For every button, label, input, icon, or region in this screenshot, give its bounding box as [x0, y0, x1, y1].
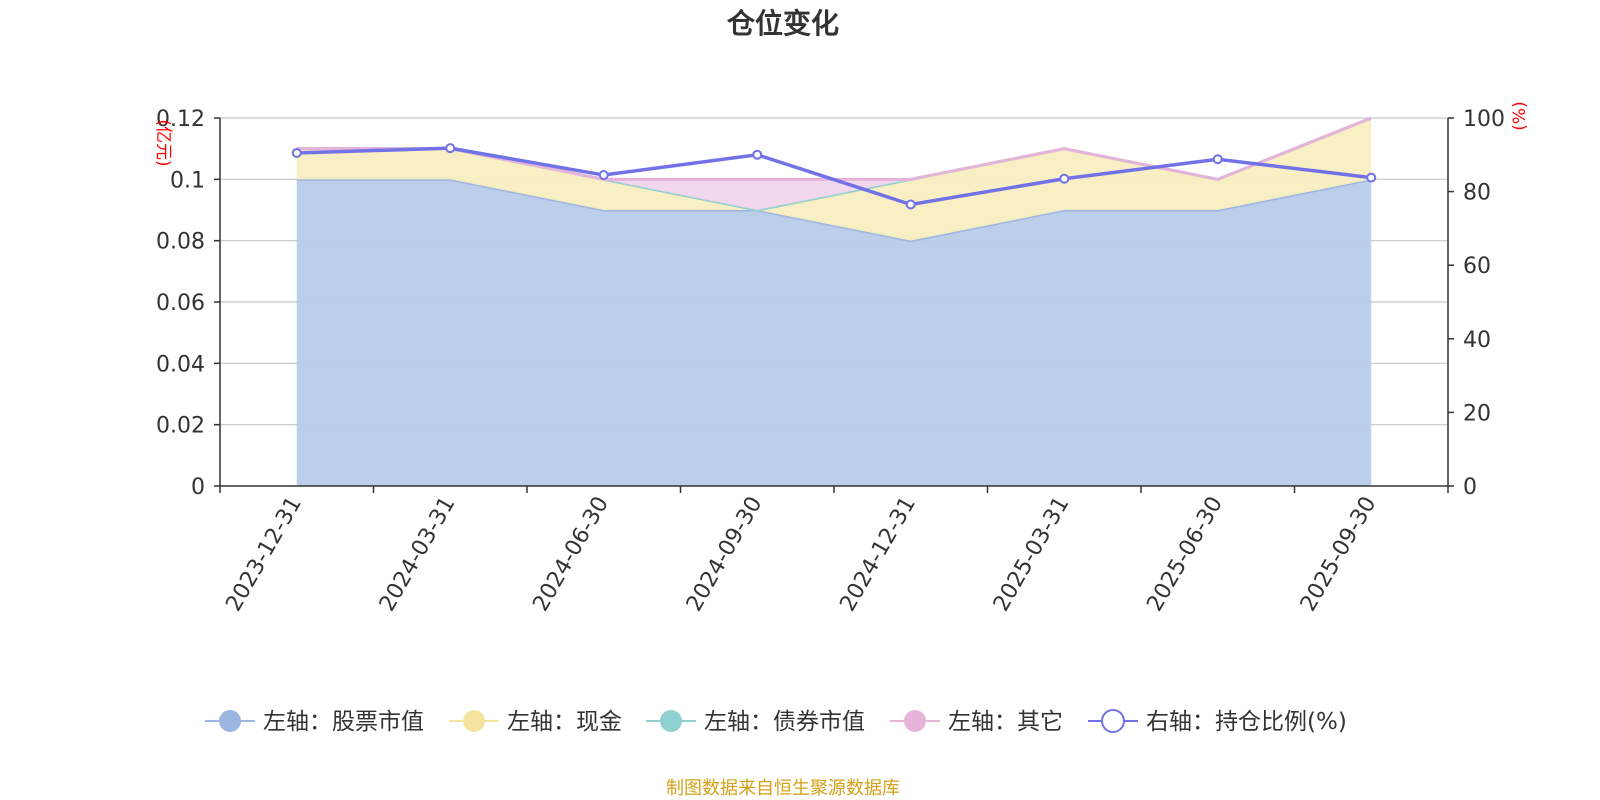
- area-左轴：其它: [296, 118, 1372, 210]
- right-axis-unit: (%): [1510, 101, 1530, 130]
- x-axis-tick-label: 2025-09-30: [1296, 493, 1382, 616]
- source-note: 制图数据来自恒生聚源数据库: [666, 778, 900, 799]
- left-axis-tick-label: 0.12: [156, 107, 205, 132]
- right-axis-tick-label: 40: [1463, 328, 1491, 353]
- legend-label: 左轴：债券市值: [704, 709, 865, 735]
- right-axis-tick-label: 20: [1463, 401, 1491, 426]
- right-axis-tick-label: 60: [1463, 254, 1491, 279]
- x-axis-tick-label: 2023-12-31: [221, 493, 307, 616]
- left-axis-tick-label: 0.08: [156, 230, 205, 255]
- holding-ratio-polyline: [296, 146, 1372, 207]
- legend-marker: [660, 710, 682, 732]
- left-axis-tick-label: 0.1: [170, 168, 205, 193]
- left-axis-tick-label: 0.04: [156, 352, 205, 377]
- chart-title: 仓位变化: [727, 7, 839, 40]
- legend-marker: [904, 710, 926, 732]
- holding-ratio-point: [1059, 173, 1070, 184]
- holding-ratio-point: [1212, 154, 1223, 165]
- stacked-areas: [296, 116, 1372, 487]
- x-axis-tick-label: 2025-03-31: [989, 493, 1075, 616]
- legend-marker: [463, 710, 485, 732]
- x-axis-tick-label: 2024-12-31: [835, 493, 921, 616]
- legend-label: 左轴：股票市值: [263, 709, 424, 735]
- holding-ratio-point: [445, 143, 456, 154]
- holding-ratio-point: [752, 149, 763, 160]
- left-axis-tick-label: 0: [191, 475, 205, 500]
- right-axis-tick-label: 80: [1463, 181, 1491, 206]
- left-axis-unit: (亿元): [153, 119, 173, 166]
- left-axis-tick-label: 0.02: [156, 414, 205, 439]
- holding-ratio-point: [905, 199, 916, 210]
- holding-ratio-point: [1366, 172, 1377, 183]
- legend-item[interactable]: 左轴：债券市值: [646, 709, 865, 735]
- legend-label: 左轴：现金: [507, 709, 622, 735]
- legend-item[interactable]: 左轴：其它: [890, 709, 1063, 735]
- right-axis-tick-label: 0: [1463, 475, 1477, 500]
- holding-ratio-line: [291, 143, 1377, 210]
- holding-ratio-point: [598, 170, 609, 181]
- legend-label: 左轴：其它: [948, 709, 1063, 735]
- x-axis-tick-label: 2024-03-31: [375, 493, 461, 616]
- legend-label: 右轴：持仓比例(%): [1146, 709, 1347, 735]
- x-axis-tick-label: 2025-06-30: [1142, 493, 1228, 616]
- area-左轴：股票市值: [296, 179, 1372, 487]
- area-左轴：现金: [296, 118, 1372, 241]
- legend-marker: [1101, 709, 1125, 733]
- x-axis-tick-label: 2024-09-30: [682, 493, 768, 616]
- right-axis-tick-label: 100: [1463, 107, 1505, 132]
- left-axis-tick-label: 0.06: [156, 291, 205, 316]
- legend-marker: [219, 710, 241, 732]
- legend: 左轴：股票市值 左轴：现金 左轴：债券市值 左轴：其它 右轴：持仓比例(%): [205, 709, 1347, 735]
- x-axis-tick-label: 2024-06-30: [528, 493, 614, 616]
- legend-item[interactable]: 左轴：现金: [449, 709, 622, 735]
- holding-ratio-point: [291, 147, 302, 158]
- legend-item[interactable]: 右轴：持仓比例(%): [1088, 709, 1347, 735]
- legend-item[interactable]: 左轴：股票市值: [205, 709, 424, 735]
